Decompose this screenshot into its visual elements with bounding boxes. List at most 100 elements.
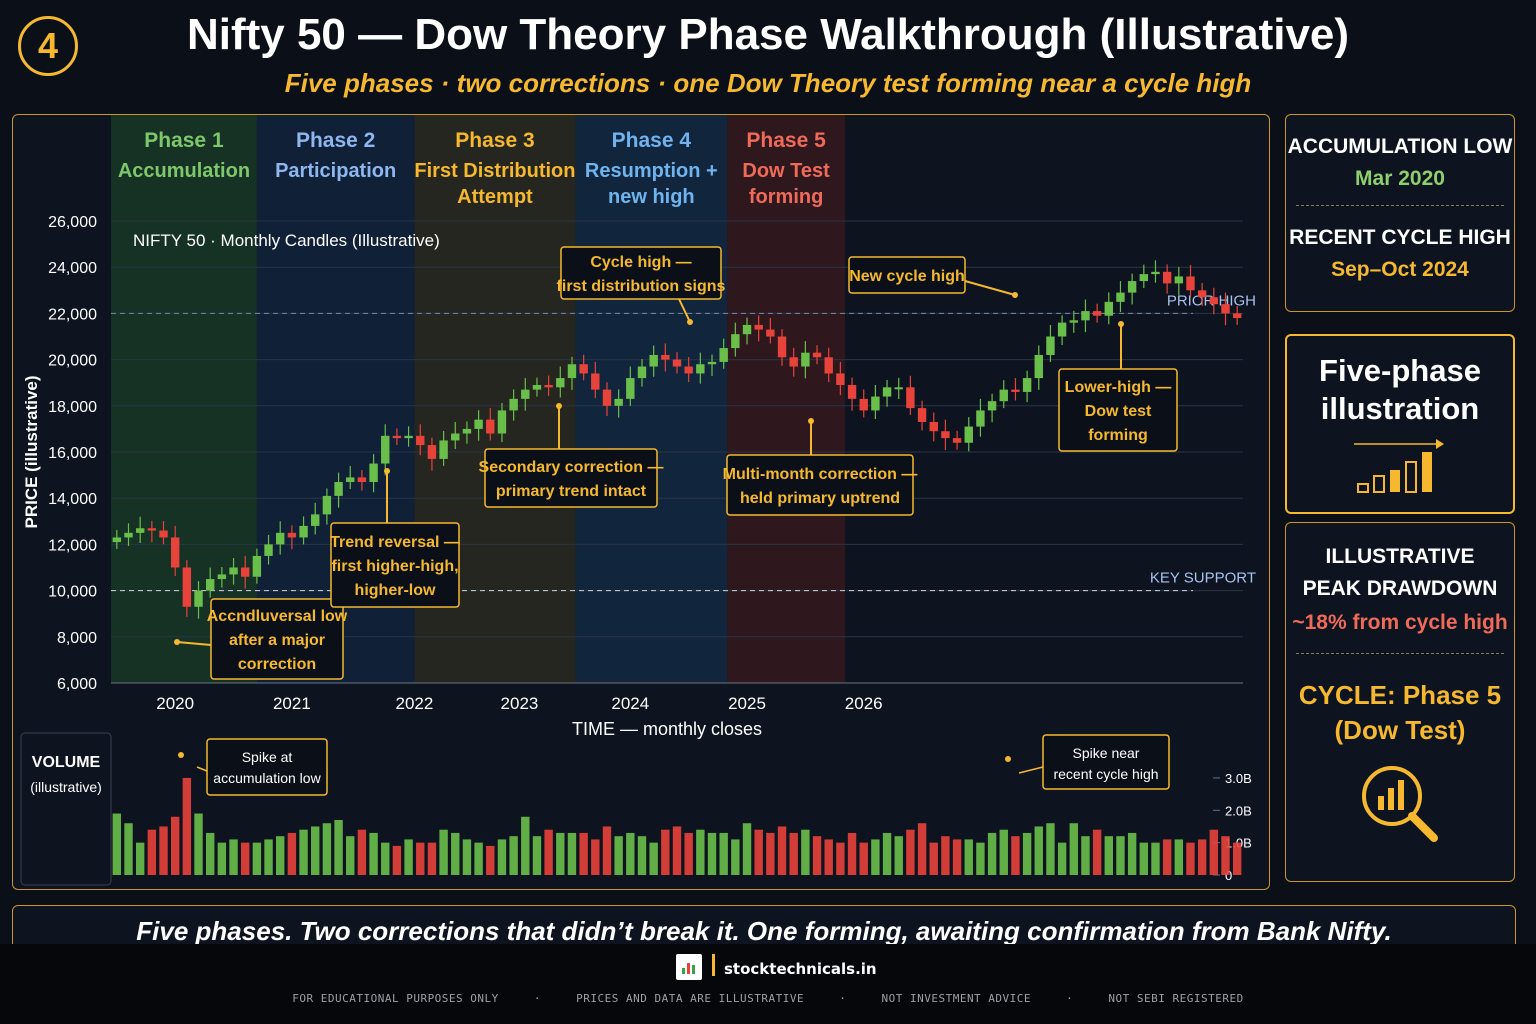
y-tick-label: 16,000 bbox=[48, 445, 97, 462]
volume-bar bbox=[462, 839, 472, 875]
site-logo-icon bbox=[676, 954, 702, 980]
candle-body bbox=[346, 477, 355, 483]
volume-bar bbox=[941, 836, 950, 875]
volume-bar bbox=[205, 832, 215, 875]
candle-body bbox=[941, 431, 950, 439]
volume-bar bbox=[789, 832, 798, 875]
volume-bar bbox=[322, 823, 332, 875]
chart-panel: Phase 1 Accumulation Phase 2 Participation P… bbox=[12, 114, 1270, 890]
candle-body bbox=[287, 532, 297, 538]
volume-bar bbox=[170, 816, 180, 875]
volume-bar bbox=[1034, 826, 1043, 875]
disclaimer-row: FOR EDUCATIONAL PURPOSES ONLY · PRICES A… bbox=[0, 992, 1536, 1005]
volume-bar bbox=[486, 845, 495, 875]
volume-bar bbox=[1174, 839, 1184, 875]
volume-bar bbox=[497, 839, 507, 875]
drawdown-cycle-card: ILLUSTRATIVE PEAK DRAWDOWN ~18% from cyc… bbox=[1285, 522, 1515, 882]
volume-bar bbox=[1139, 842, 1149, 875]
accumulation-low-value: Mar 2020 bbox=[1355, 167, 1445, 190]
candle-body bbox=[766, 329, 775, 337]
annotation-arrowhead bbox=[687, 319, 693, 325]
summary-text: Five phases. Two corrections that didn’t… bbox=[136, 916, 1392, 946]
volume-annotation-arrow bbox=[196, 766, 208, 772]
volume-bar bbox=[929, 842, 938, 875]
annotation-text: primary trend intact bbox=[496, 483, 647, 500]
site-link[interactable]: stocktechnicals.in bbox=[724, 960, 877, 978]
volume-bar bbox=[182, 777, 192, 875]
candle-body bbox=[649, 354, 658, 367]
volume-bar bbox=[1092, 829, 1102, 875]
volume-bar bbox=[824, 839, 833, 875]
volume-bar bbox=[661, 829, 670, 875]
candle-body bbox=[159, 530, 168, 538]
cycle-line2: (Dow Test) bbox=[1334, 715, 1466, 745]
annotation-text: held primary uptrend bbox=[740, 490, 900, 507]
phase-name-5: Phase 5 bbox=[746, 129, 826, 152]
volume-bar bbox=[719, 832, 728, 875]
volume-tick-label: 2.0B bbox=[1225, 803, 1252, 818]
candle-body bbox=[1127, 281, 1137, 293]
step-badge: 4 bbox=[18, 16, 78, 76]
candle-body bbox=[1034, 354, 1043, 379]
candle-body bbox=[929, 421, 938, 432]
annotation-text: Cycle high — bbox=[590, 254, 691, 271]
annotation-text: Multi-month correction — bbox=[723, 466, 918, 483]
candle-body bbox=[579, 364, 588, 374]
annotation-box bbox=[848, 256, 966, 294]
x-tick-label: 2022 bbox=[396, 694, 434, 713]
volume-label-box bbox=[20, 732, 112, 886]
volume-bar bbox=[439, 829, 448, 875]
volume-bar bbox=[404, 839, 413, 875]
volume-bar bbox=[1209, 829, 1219, 875]
volume-bar bbox=[731, 839, 740, 875]
x-tick-label: 2025 bbox=[728, 694, 766, 713]
recent-high-label: RECENT CYCLE HIGH bbox=[1289, 226, 1511, 249]
candle-body bbox=[777, 336, 787, 358]
disclaimer-item: PRICES AND DATA ARE ILLUSTRATIVE bbox=[576, 992, 805, 1005]
five-phase-line2: illustration bbox=[1320, 391, 1480, 426]
y-tick-label: 8,000 bbox=[57, 630, 97, 647]
volume-bar bbox=[591, 839, 600, 875]
candle-body bbox=[1186, 276, 1195, 291]
candle-body bbox=[836, 373, 845, 386]
volume-bar bbox=[952, 839, 962, 875]
volume-bar bbox=[614, 836, 623, 875]
volume-bar bbox=[334, 820, 343, 875]
annotation-text: higher-low bbox=[355, 582, 436, 599]
volume-bar bbox=[754, 829, 763, 875]
drawdown-label-line1: ILLUSTRATIVE bbox=[1325, 545, 1475, 568]
candle-body bbox=[1011, 389, 1020, 392]
candle-body bbox=[661, 354, 670, 360]
disclaimer-dot: · bbox=[533, 992, 542, 1005]
volume-bar bbox=[976, 842, 985, 875]
volume-bar bbox=[602, 826, 612, 875]
volume-bar bbox=[964, 839, 973, 875]
disclaimer-item: NOT INVESTMENT ADVICE bbox=[881, 992, 1032, 1005]
phase-desc-4: new high bbox=[608, 186, 695, 208]
volume-annotation-box bbox=[1042, 734, 1170, 790]
volume-bar bbox=[894, 836, 903, 875]
volume-bar bbox=[299, 829, 308, 875]
volume-bar bbox=[567, 832, 577, 875]
candle-body bbox=[462, 428, 472, 434]
annotation-box bbox=[560, 246, 722, 300]
volume-bar bbox=[346, 836, 355, 875]
annotation-box bbox=[726, 454, 914, 516]
volume-bar bbox=[579, 832, 588, 875]
volume-bar bbox=[987, 832, 997, 875]
candle-body bbox=[427, 445, 437, 459]
annotation-arrowhead bbox=[556, 403, 562, 409]
candle-body bbox=[252, 555, 262, 577]
volume-bar bbox=[392, 845, 402, 875]
logo-separator bbox=[712, 954, 715, 976]
candle-body bbox=[999, 389, 1008, 402]
disclaimer-item: NOT SEBI REGISTERED bbox=[1108, 992, 1244, 1005]
annotation-text: forming bbox=[1088, 427, 1148, 444]
volume-bar bbox=[1081, 836, 1090, 875]
volume-bar bbox=[626, 832, 635, 875]
phase-band-5 bbox=[727, 115, 846, 683]
volume-tick-label: 0 bbox=[1225, 868, 1232, 883]
volume-bar bbox=[859, 842, 868, 875]
candle-body bbox=[416, 435, 425, 446]
x-tick-label: 2020 bbox=[156, 694, 194, 713]
